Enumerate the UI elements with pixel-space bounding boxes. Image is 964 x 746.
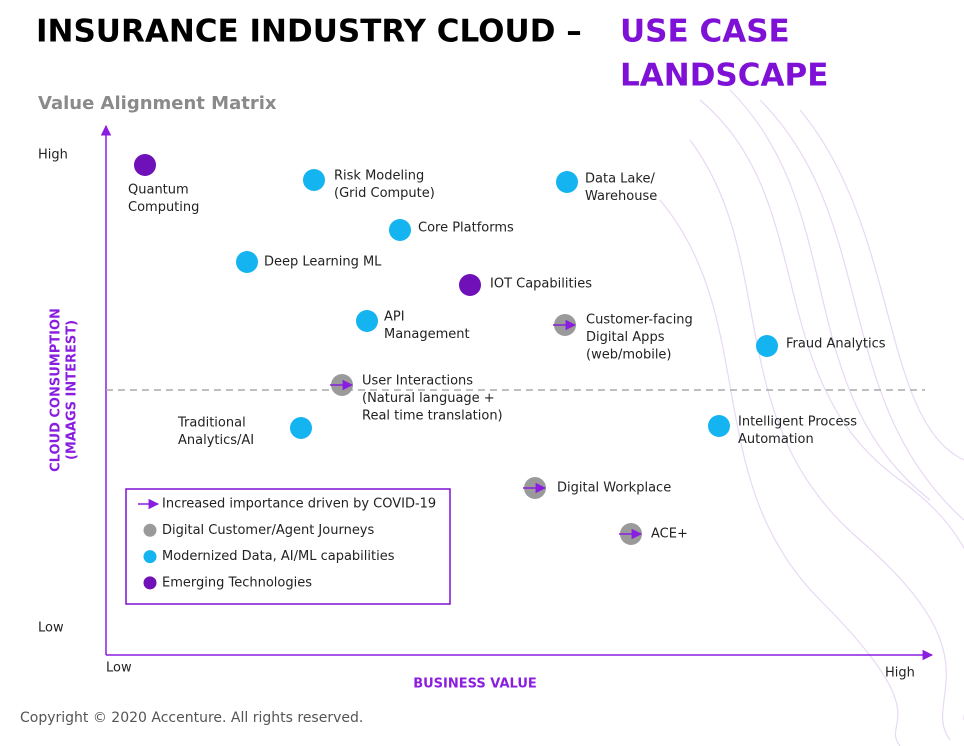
legend-text: Digital Customer/Agent Journeys [162,523,375,538]
node-label: User Interactions [362,374,473,389]
background-swirls [659,89,964,746]
x-low: Low [106,661,132,676]
node-dot [303,169,325,191]
node-dot [756,335,778,357]
node-label: IOT Capabilities [490,277,592,292]
node-label: Traditional [177,416,246,431]
y-label-line: (MAAGS INTEREST) [65,320,80,460]
node-label: Risk Modeling [334,169,424,184]
y-label-line: CLOUD CONSUMPTION [49,308,64,472]
title-lead: INSURANCE INDUSTRY CLOUD – [36,14,582,50]
node-label: Customer-facing [586,313,693,328]
node-label: Real time translation) [362,409,503,424]
node-label: Data Lake/ [585,172,655,187]
node-label: Intelligent Process [738,415,857,430]
legend: Increased importance driven by COVID-19 D… [138,497,436,590]
legend-text: Modernized Data, AI/ML capabilities [162,549,395,564]
node-label: Digital Apps [586,330,665,345]
node-label: Management [384,327,470,342]
node-label: Fraud Analytics [786,337,886,352]
node-dot [290,417,312,439]
footer: Copyright © 2020 Accenture. All rights r… [20,710,363,726]
subtitle: Value Alignment Matrix [38,93,277,114]
y-label: CLOUD CONSUMPTION (MAAGS INTEREST) [49,308,80,472]
y-high: High [38,148,68,163]
title-accent: USE CASE [620,14,790,50]
node-dot [459,274,481,296]
node-label: Automation [738,432,814,447]
node-label: (Grid Compute) [334,186,435,201]
node-label: Digital Workplace [557,481,671,496]
node-label: API [384,310,405,325]
node-label: (web/mobile) [586,348,672,363]
x-label: BUSINESS VALUE [413,677,537,692]
node-dot [134,154,156,176]
node-dot [556,171,578,193]
node-label: Warehouse [585,189,657,204]
legend-dot [143,523,157,537]
node-label: ACE+ [651,527,688,542]
node-dot [708,415,730,437]
node-label: Quantum [128,183,189,198]
legend-dot [143,550,157,564]
node-label: Computing [128,200,199,215]
node-label: Core Platforms [418,221,514,236]
legend-box [125,488,451,605]
legend-text: Increased importance driven by COVID-19 [162,497,436,512]
title-accent: LANDSCAPE [620,58,828,94]
legend-text: Emerging Technologies [162,575,312,590]
node-label: Deep Learning ML [264,255,382,270]
node-dot [356,310,378,332]
nodes: Quantum Computing Risk Modeling (Grid Compu… [128,154,886,545]
node-label: Analytics/AI [178,433,254,448]
node-label: (Natural language + [362,391,495,406]
legend-dot [143,576,157,590]
x-high: High [885,666,915,681]
y-low: Low [38,621,64,636]
node-dot [236,251,258,273]
node-dot [389,219,411,241]
